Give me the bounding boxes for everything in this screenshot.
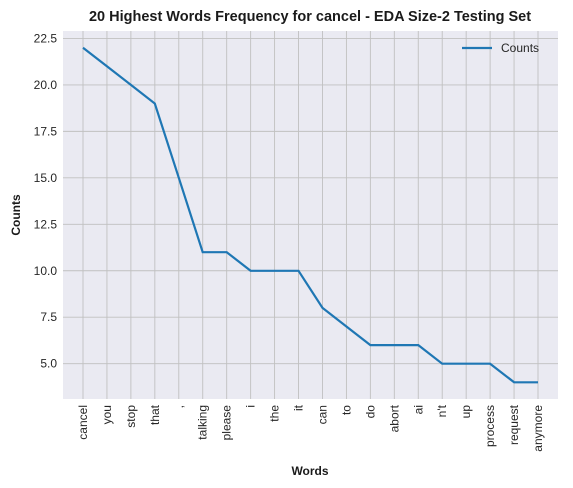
x-tick-label: request [507, 404, 521, 445]
x-tick-labels: cancel you stop that, talking please i the it can… [76, 404, 545, 451]
x-tick-label: up [459, 405, 473, 419]
x-tick-label: do [363, 405, 377, 419]
x-tick-label: to [339, 405, 353, 415]
x-tick-label: can [315, 405, 329, 424]
y-tick-label: 15.0 [34, 171, 58, 185]
x-tick-label: the [268, 405, 282, 422]
grid-lines [63, 31, 558, 399]
x-tick-label: i [244, 405, 258, 408]
x-tick-label: abort [387, 404, 401, 432]
x-tick-label: it [292, 404, 306, 411]
x-tick-label: please [220, 405, 234, 441]
x-tick-label: talking [196, 405, 210, 440]
legend-label: Counts [501, 41, 539, 55]
x-tick-label: anymore [531, 405, 545, 452]
y-tick-label: 12.5 [34, 217, 58, 231]
series-line-counts [82, 46, 538, 384]
plot-area [63, 31, 558, 399]
y-tick-label: 5.0 [40, 357, 57, 371]
y-axis-label: Counts [9, 194, 23, 236]
x-tick-label: , [172, 405, 186, 408]
y-tick-label: 20.0 [34, 78, 58, 92]
y-tick-labels: 5.0 7.5 10.0 12.5 15.0 17.5 20.0 22.5 [34, 31, 58, 370]
chart-title: 20 Highest Words Frequency for cancel - … [89, 9, 531, 25]
y-tick-label: 7.5 [40, 310, 57, 324]
x-tick-label: you [100, 405, 114, 424]
legend: Counts [462, 41, 539, 55]
x-tick-label: n't [435, 404, 449, 417]
y-tick-label: 10.0 [34, 264, 58, 278]
x-tick-label: stop [124, 405, 138, 428]
y-tick-label: 22.5 [34, 31, 58, 45]
x-axis-label: Words [291, 464, 328, 478]
x-tick-label: cancel [76, 405, 90, 440]
x-tick-label: that [148, 404, 162, 425]
x-tick-label: ai [411, 405, 425, 414]
y-tick-label: 17.5 [34, 124, 58, 138]
x-tick-label: process [483, 405, 497, 447]
